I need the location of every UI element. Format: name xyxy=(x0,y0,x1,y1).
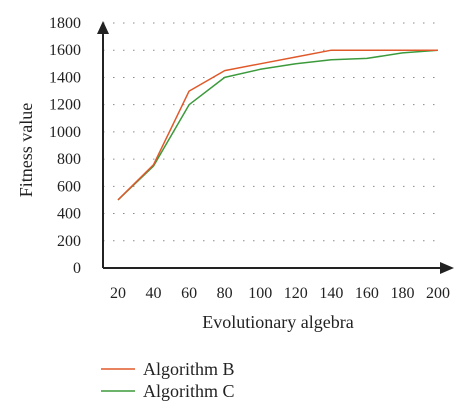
series-lines xyxy=(117,49,439,201)
y-axis-arrow-icon xyxy=(97,21,109,34)
y-tick-label: 1800 xyxy=(49,15,81,32)
x-tick-label: 40 xyxy=(146,285,162,302)
y-axis-title: Fitness value xyxy=(16,103,36,198)
x-tick-label: 140 xyxy=(319,285,343,302)
legend-label-algorithm-c: Algorithm C xyxy=(143,381,235,401)
y-tick-label: 1600 xyxy=(49,42,81,59)
x-tick-label: 200 xyxy=(426,285,450,302)
x-axis-title: Evolutionary algebra xyxy=(202,312,353,332)
x-tick-label: 60 xyxy=(181,285,197,302)
y-tick-label: 1200 xyxy=(49,97,81,114)
axes xyxy=(97,21,454,274)
y-tick-label: 200 xyxy=(57,233,81,250)
grid-lines xyxy=(103,22,442,242)
x-tick-labels: 20 40 60 80 100 120 140 160 180 200 xyxy=(110,285,450,302)
y-tick-label: 0 xyxy=(73,260,81,277)
x-tick-label: 180 xyxy=(390,285,414,302)
y-tick-label: 400 xyxy=(57,206,81,223)
x-tick-label: 160 xyxy=(355,285,379,302)
legend: Algorithm B Algorithm C xyxy=(101,359,235,401)
x-axis-arrow-icon xyxy=(440,262,454,274)
y-tick-label: 600 xyxy=(57,178,81,195)
series-line-algorithm-b xyxy=(117,49,438,201)
x-tick-label: 120 xyxy=(284,285,308,302)
x-tick-label: 100 xyxy=(248,285,272,302)
y-tick-label: 800 xyxy=(57,151,81,168)
series-line-algorithm-c xyxy=(117,49,439,201)
y-tick-label: 1000 xyxy=(49,124,81,141)
x-tick-label: 80 xyxy=(217,285,233,302)
x-tick-label: 20 xyxy=(110,285,126,302)
y-tick-labels: 0 200 400 600 800 1000 1200 1400 1600 1800 xyxy=(49,15,81,277)
legend-label-algorithm-b: Algorithm B xyxy=(143,359,235,379)
y-tick-label: 1400 xyxy=(49,69,81,86)
